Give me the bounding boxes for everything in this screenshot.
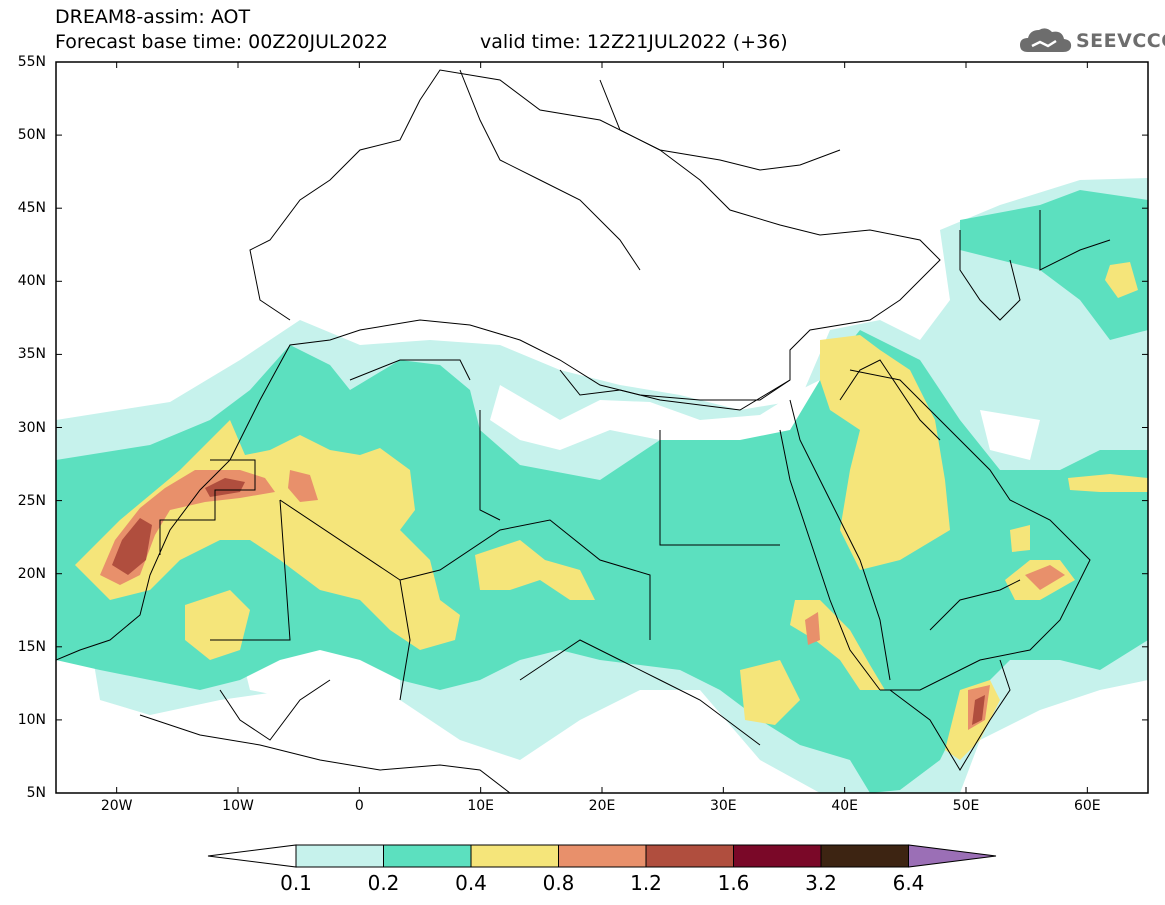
lon-label: 10W <box>222 798 254 814</box>
colorbar-box <box>820 844 909 868</box>
lat-label: 15N <box>17 638 46 655</box>
colorbar-box <box>645 844 734 868</box>
colorbar-box <box>295 844 384 868</box>
colorbar-label: 0.8 <box>542 871 575 895</box>
colorbar-label: 0.1 <box>280 871 312 895</box>
lat-label: 10N <box>17 711 46 728</box>
lat-label: 55N <box>17 54 46 70</box>
lat-label: 50N <box>17 127 46 144</box>
lat-label: 35N <box>17 346 46 363</box>
logo-text: SEEVCCC <box>1076 30 1165 52</box>
lon-label: 50E <box>952 798 980 814</box>
lon-label: 60E <box>1073 798 1101 814</box>
forecast-base-time: Forecast base time: 00Z20JUL2022 <box>55 31 388 53</box>
lon-label: 40E <box>831 798 858 814</box>
lon-label: 10E <box>467 798 494 814</box>
colorbar-box <box>733 844 822 868</box>
colorbar-label: 6.4 <box>892 871 925 895</box>
colorbar-box <box>470 844 559 868</box>
lat-label: 40N <box>17 273 46 290</box>
lat-label: 30N <box>17 419 46 436</box>
lat-label: 5N <box>26 785 46 801</box>
colorbar-low-arrow <box>207 844 297 868</box>
aot-level-0-4 <box>75 262 1148 760</box>
colorbar-high-arrow <box>908 844 997 868</box>
cloud-icon <box>1020 28 1072 52</box>
colorbar-label: 0.4 <box>455 871 487 895</box>
lon-label: 20E <box>588 798 616 814</box>
lat-label: 20N <box>17 565 46 582</box>
lat-label: 25N <box>17 492 46 509</box>
lon-label: 0 <box>354 798 364 814</box>
axis-ticks <box>56 61 1148 794</box>
lon-label: 20W <box>100 798 133 814</box>
colorbar-label: 1.6 <box>717 871 750 895</box>
lat-label: 45N <box>17 200 46 217</box>
coastlines-borders <box>56 69 1111 793</box>
aot-shading <box>56 178 1148 793</box>
colorbar-box <box>558 844 647 868</box>
colorbar-box <box>383 844 472 868</box>
lon-label: 30E <box>709 798 737 814</box>
valid-time: valid time: 12Z21JUL2022 (+36) <box>480 31 788 53</box>
map-title: DREAM8-assim: AOT <box>55 6 251 28</box>
colorbar-label: 1.2 <box>630 871 662 895</box>
colorbar-label: 3.2 <box>805 871 837 895</box>
seevccc-logo: SEEVCCC <box>1018 24 1165 58</box>
colorbar-label: 0.2 <box>367 871 400 895</box>
